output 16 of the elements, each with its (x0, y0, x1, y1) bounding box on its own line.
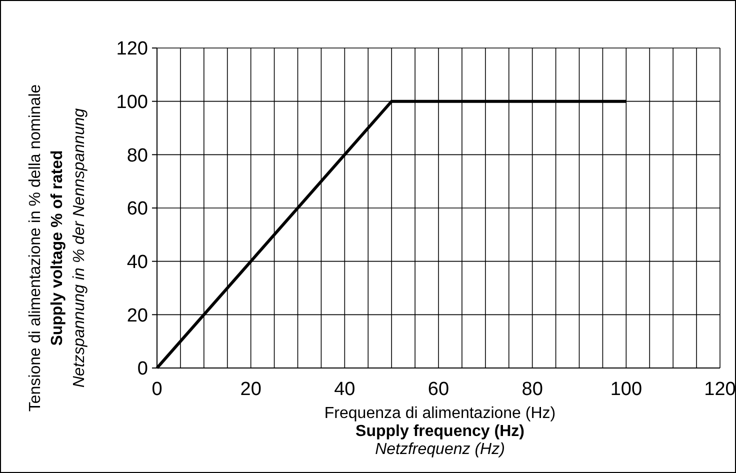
x-tick-label: 100 (610, 379, 642, 400)
y-tick-label: 100 (116, 92, 148, 113)
y-tick-label: 0 (137, 358, 148, 380)
x-tick-label: 80 (522, 379, 543, 400)
y-tick-label: 20 (126, 305, 148, 326)
x-tick-label: 120 (704, 379, 736, 400)
y-axis-title: Tensione di alimentazione in % della nominale Supply voltage % of rated Netzspannung in % der Nennspannung (27, 84, 88, 412)
x-tick-label: 20 (240, 379, 262, 400)
y-tick-label: 80 (126, 145, 148, 166)
y-tick-label: 120 (116, 38, 148, 60)
x-axis-title: Frequenza di alimentazione (Hz) Supply frequency (Hz) Netzfrequenz (Hz) (324, 405, 556, 458)
x-tick-label: 40 (334, 379, 356, 400)
y-tick-label: 60 (126, 198, 148, 220)
y-tick-label: 40 (126, 252, 148, 273)
x-tick-label: 60 (428, 379, 450, 400)
x-tick-label: 0 (152, 379, 162, 400)
